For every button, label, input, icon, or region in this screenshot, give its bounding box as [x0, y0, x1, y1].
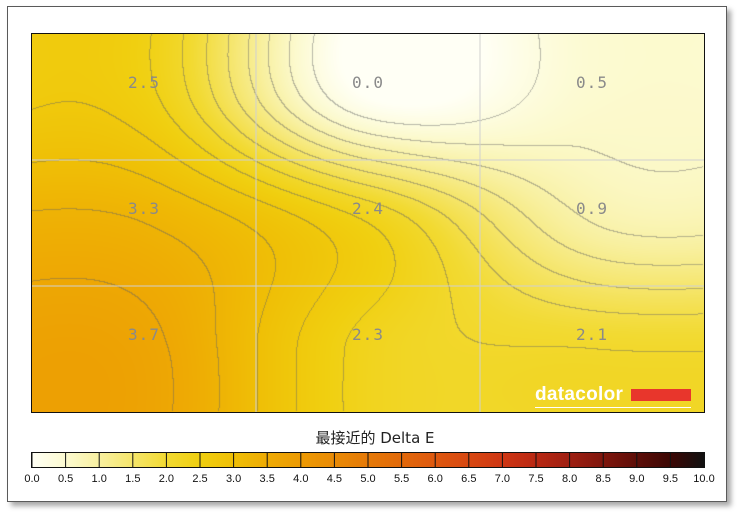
scale-tick-label: 1.5	[125, 473, 141, 485]
scale-tick-label: 2.5	[192, 473, 208, 485]
cell-value-label: 0.9	[576, 199, 608, 219]
logo-accent-bar	[631, 389, 691, 401]
scale-tick-label: 10.0	[693, 473, 715, 485]
scale-tick-label: 5.0	[360, 473, 376, 485]
scale-tick-label: 4.0	[293, 473, 309, 485]
cell-value-label: 2.1	[576, 325, 608, 345]
scale-tick-label: 3.5	[259, 473, 275, 485]
color-scale	[31, 452, 705, 468]
cell-value-label: 2.5	[128, 73, 160, 93]
heatmap-surface	[32, 34, 704, 412]
heatmap-canvas	[32, 34, 704, 412]
scale-tick-label: 4.5	[326, 473, 343, 485]
cell-value-label: 0.0	[352, 73, 384, 93]
scale-tick-label: 6.5	[461, 473, 477, 485]
delta-e-heatmap: datacolor 2.5 0.0 0.5 3.3 2.4 0.9 3.7 2.3 2.1	[31, 33, 705, 413]
scale-tick-label: 0.5	[57, 473, 74, 485]
legend-title: 最接近的 Delta E	[315, 429, 435, 447]
scale-tick-label: 9.0	[629, 473, 645, 485]
logo-underline	[535, 407, 691, 408]
scale-tick-label: 2.0	[158, 473, 175, 485]
scale-tick-label: 8.0	[561, 473, 578, 485]
scale-tick-label: 9.5	[662, 473, 679, 485]
scale-tick-label: 5.5	[393, 473, 410, 485]
color-scale-canvas	[32, 453, 704, 467]
cell-value-label: 3.3	[128, 199, 160, 219]
scale-tick-label: 7.0	[494, 473, 511, 485]
cell-value-label: 0.5	[576, 73, 608, 93]
scale-tick-label: 6.0	[427, 473, 443, 485]
scale-tick-label: 1.0	[91, 473, 107, 485]
cell-value-label: 2.3	[352, 325, 384, 345]
cell-value-label: 2.4	[352, 199, 384, 219]
datacolor-logo: datacolor	[535, 384, 624, 405]
scale-tick-label: 7.5	[528, 473, 544, 485]
scale-tick-label: 8.5	[595, 473, 611, 485]
cell-value-label: 3.7	[128, 325, 160, 345]
scale-tick-label: 3.0	[225, 473, 242, 485]
scale-tick-label: 0.0	[24, 473, 40, 485]
